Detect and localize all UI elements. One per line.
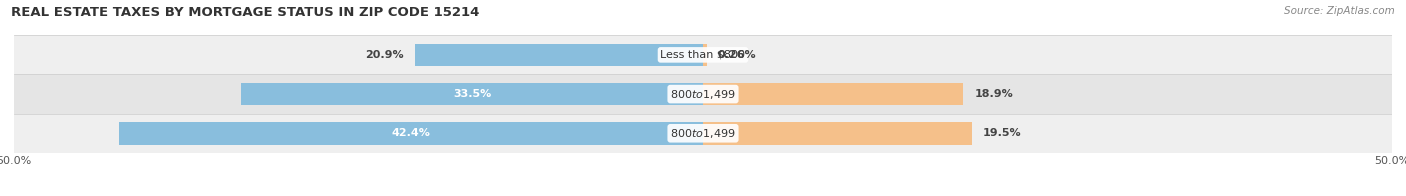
Bar — [14, 35, 1392, 74]
Text: 33.5%: 33.5% — [453, 89, 491, 99]
Bar — [118, 122, 703, 145]
Text: Less than $800: Less than $800 — [661, 50, 745, 60]
Text: 19.5%: 19.5% — [983, 128, 1021, 138]
Text: 0.26%: 0.26% — [717, 50, 756, 60]
Text: REAL ESTATE TAXES BY MORTGAGE STATUS IN ZIP CODE 15214: REAL ESTATE TAXES BY MORTGAGE STATUS IN … — [11, 6, 479, 19]
Text: 42.4%: 42.4% — [391, 128, 430, 138]
Text: 20.9%: 20.9% — [366, 50, 404, 60]
Bar — [14, 114, 1392, 153]
Text: $800 to $1,499: $800 to $1,499 — [671, 88, 735, 101]
Bar — [415, 44, 703, 66]
Bar — [703, 44, 707, 66]
Bar — [242, 83, 703, 105]
Bar — [703, 122, 972, 145]
Text: $800 to $1,499: $800 to $1,499 — [671, 127, 735, 140]
Text: Source: ZipAtlas.com: Source: ZipAtlas.com — [1284, 6, 1395, 16]
Bar — [14, 74, 1392, 114]
Bar — [703, 83, 963, 105]
Text: 18.9%: 18.9% — [974, 89, 1014, 99]
